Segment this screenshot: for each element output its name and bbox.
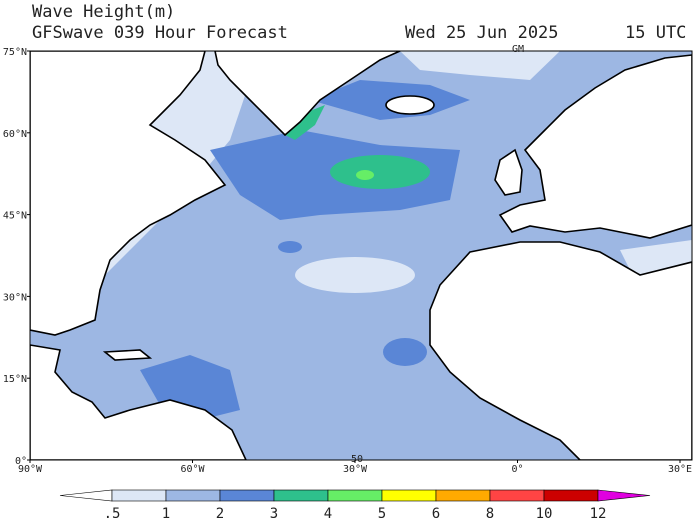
subtitle: GFSwave 039 Hour Forecast (32, 23, 288, 43)
colorbar-low-end (59, 489, 113, 502)
lat-label: 30°N (3, 292, 27, 303)
axes: 75°N60°N45°N30°N15°N0°90°W 60°W 30°W 0° 30°E (3, 47, 692, 475)
colorbar-label: 8 (486, 506, 494, 522)
colorbar-label: 10 (536, 506, 553, 522)
lat-label: 45°N (3, 211, 27, 222)
high-areas (285, 105, 430, 189)
bottom-mark: 50 (351, 454, 363, 465)
colorbar-label: .5 (104, 506, 121, 522)
lat-label: 75°N (3, 47, 27, 58)
date: Wed 25 Jun 2025 (405, 23, 559, 43)
time: 15 UTC (625, 23, 686, 43)
colorbar-segment (273, 489, 329, 502)
colorbar-label: 2 (216, 506, 224, 522)
colorbar-label: 3 (270, 506, 278, 522)
colorbar-segment (165, 489, 221, 502)
colorbar-segment (381, 489, 437, 502)
map: GM 50 (29, 44, 693, 465)
lon-label: 90°W (18, 464, 43, 475)
land (30, 51, 692, 460)
lat-label: 15°N (3, 374, 27, 385)
colorbar-segment (489, 489, 545, 502)
colorbar-segment (219, 489, 275, 502)
lon-label: 30°E (668, 464, 692, 475)
colorbar-segment (327, 489, 383, 502)
colorbar-label: 12 (590, 506, 607, 522)
colorbar-label: 6 (432, 506, 440, 522)
top-mark: GM (512, 44, 524, 55)
colorbar-label: 4 (324, 506, 332, 522)
lat-label: 0° (15, 456, 27, 467)
colorbar-high-end (597, 489, 651, 502)
title: Wave Height(m) (32, 2, 175, 22)
colorbar-segment (543, 489, 599, 502)
colorbar-label: 5 (378, 506, 386, 522)
lon-label: 60°W (180, 464, 205, 475)
colorbar-segment (435, 489, 491, 502)
lat-label: 60°N (3, 129, 27, 140)
map-frame (29, 50, 693, 461)
colorbar: .5 1 2 3 4 5 6 8 10 12 (59, 489, 651, 522)
colorbar-segment (111, 489, 167, 502)
colorbar-label: 1 (162, 506, 170, 522)
lon-label: 0° (511, 464, 523, 475)
lon-label: 30°W (343, 464, 368, 475)
